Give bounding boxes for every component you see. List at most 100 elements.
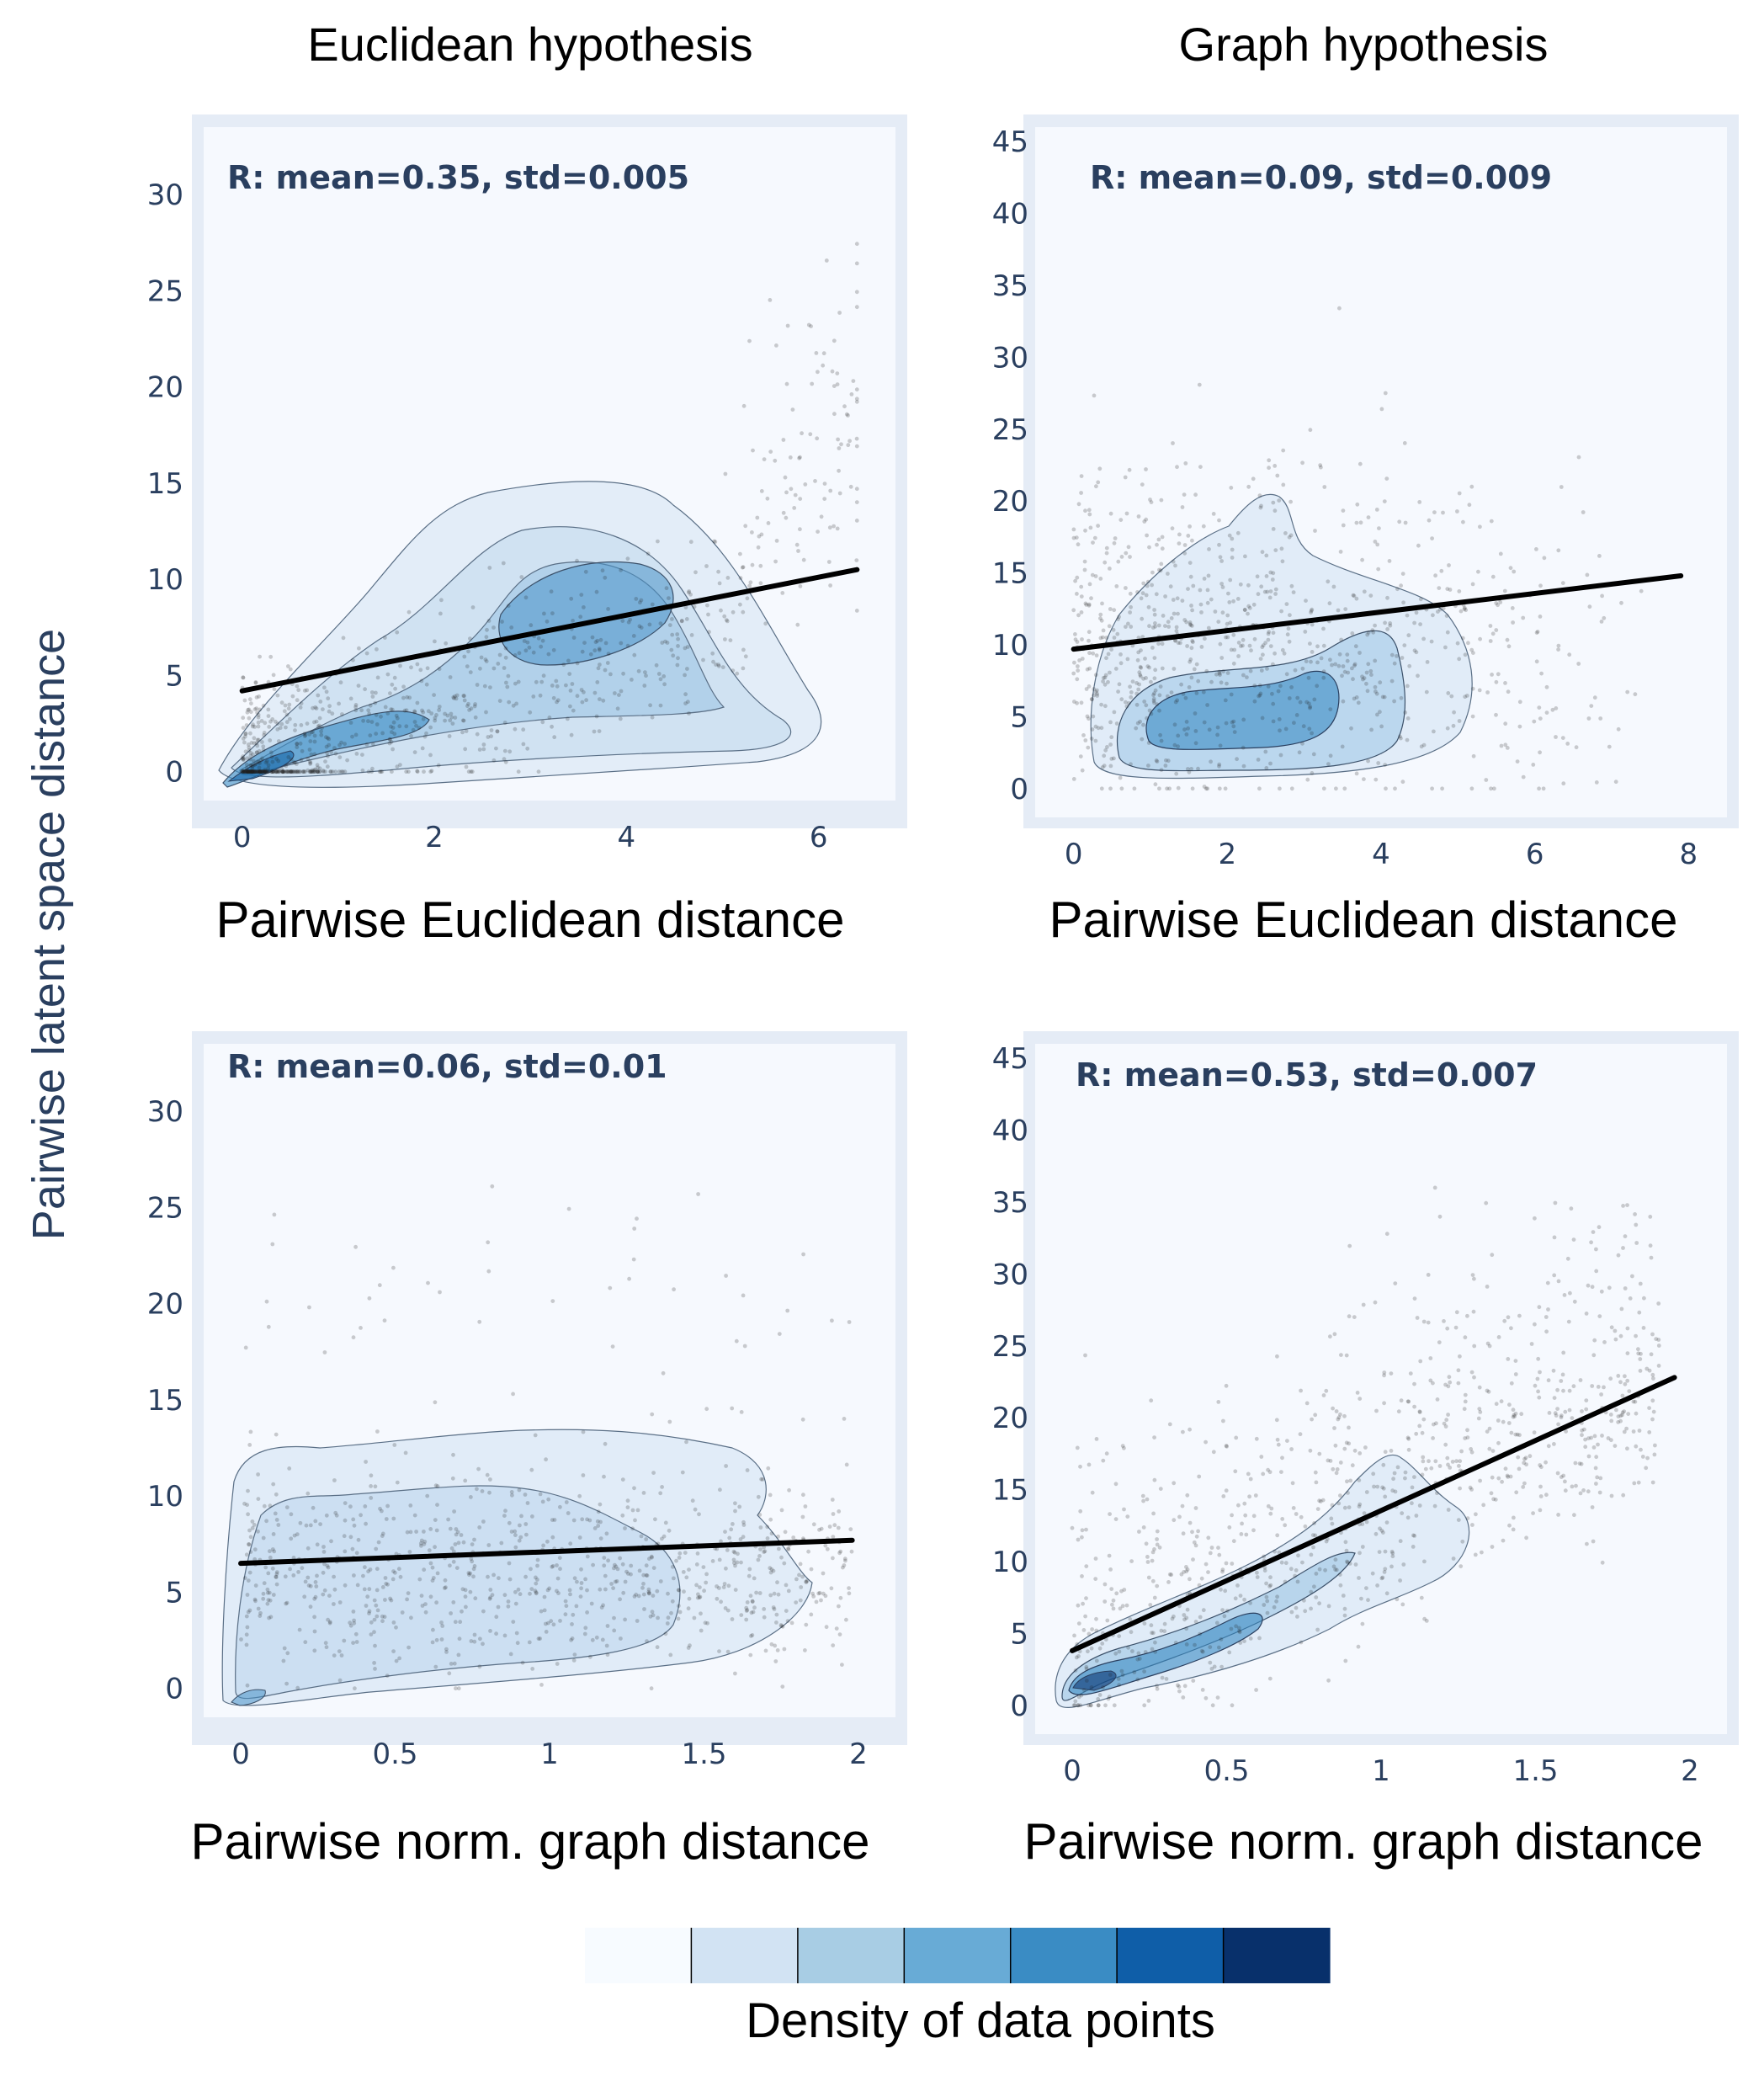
scatter-point [854,396,859,402]
scatter-point [466,701,470,706]
scatter-point [566,658,571,663]
scatter-point [1225,621,1230,626]
scatter-point [252,1597,258,1602]
scatter-point [1267,1470,1273,1475]
scatter-point [1513,1372,1518,1376]
scatter-point [571,708,576,713]
scatter-point [1182,727,1187,732]
scatter-point [514,701,518,706]
scatter-point [1461,519,1465,524]
scatter-point [1445,1455,1450,1461]
scatter-point [421,710,426,715]
scatter-point [603,1573,608,1578]
scatter-point [1379,1528,1384,1533]
scatter-point [842,1563,847,1567]
scatter-point [1165,786,1169,791]
scatter-point [1609,1325,1614,1330]
scatter-point [470,1559,475,1564]
scatter-point [721,1585,726,1589]
scatter-point [247,769,252,774]
scatter-point [575,694,580,699]
scatter-point [1555,1407,1559,1411]
scatter-point [241,754,246,758]
scatter-point [1259,503,1263,508]
scatter-point [1338,1583,1343,1588]
scatter-point [257,769,262,774]
scatter-point [551,1622,556,1627]
scatter-point [373,1667,377,1671]
scatter-point [1457,1464,1461,1468]
scatter-point [1081,1601,1085,1606]
scatter-point [1324,1539,1329,1544]
scatter-point [782,1561,787,1566]
scatter-point [369,1473,374,1478]
scatter-point [539,644,544,649]
scatter-point [390,707,395,712]
scatter-point [1220,1567,1225,1572]
scatter-point [1076,1703,1081,1708]
scatter-point [757,1554,762,1558]
scatter-point [435,1571,440,1576]
scatter-point [475,732,480,737]
scatter-point [1084,1667,1089,1671]
scatter-point [1185,1493,1190,1498]
scatter-point [650,1610,655,1615]
scatter-point [579,593,584,597]
scatter-point [1190,538,1194,543]
scatter-point [517,1487,522,1493]
scatter-point [1266,1467,1270,1472]
scatter-point [1568,1290,1572,1296]
scatter-point [1241,637,1246,642]
scatter-point [1217,542,1221,547]
scatter-point [463,1588,468,1593]
scatter-point [1324,1388,1329,1393]
scatter-point [487,1596,492,1601]
scatter-point [1463,694,1468,700]
scatter-point [1218,743,1223,748]
scatter-point [1241,643,1245,648]
scatter-point [315,769,320,774]
scatter-point [273,719,278,724]
scatter-point [1193,1543,1198,1548]
scatter-point [298,705,303,710]
colorbar-segment [797,1928,905,1983]
scatter-point [1356,700,1361,705]
scatter-point [1468,1485,1473,1490]
scatter-point [391,1577,396,1582]
scatter-point [1389,1564,1394,1569]
scatter-point [1499,1399,1504,1404]
scatter-point [343,769,348,774]
scatter-point [816,1591,821,1596]
scatter-point [1618,1333,1623,1338]
scatter-point [1395,587,1400,592]
scatter-point [1276,1442,1281,1447]
scatter-point [1084,1596,1088,1600]
scatter-point [317,766,322,771]
scatter-point [263,769,267,774]
scatter-point [567,1588,572,1593]
scatter-point [1090,572,1095,577]
scatter-point [276,1523,281,1527]
scatter-point [1294,1512,1299,1516]
scatter-point [713,540,718,545]
scatter-point [765,1536,770,1541]
scatter-point [1556,647,1560,652]
scatter-point [819,1526,824,1531]
scatter-point [1537,1395,1542,1400]
scatter-point [533,1588,538,1594]
scatter-point [1507,1523,1512,1528]
scatter-point [509,1490,514,1494]
scatter-point [307,732,311,737]
scatter-point [247,769,252,774]
scatter-point [1130,679,1135,684]
scatter-point [1534,659,1539,664]
scatter-point [246,769,251,774]
correlation-annotation: R: mean=0.35, std=0.005 [227,159,689,196]
scatter-point [762,457,767,461]
scatter-point [337,755,343,759]
scatter-point [1378,680,1383,685]
scatter-point [511,703,516,708]
scatter-point [1356,1644,1361,1649]
scatter-point [1563,1409,1568,1414]
